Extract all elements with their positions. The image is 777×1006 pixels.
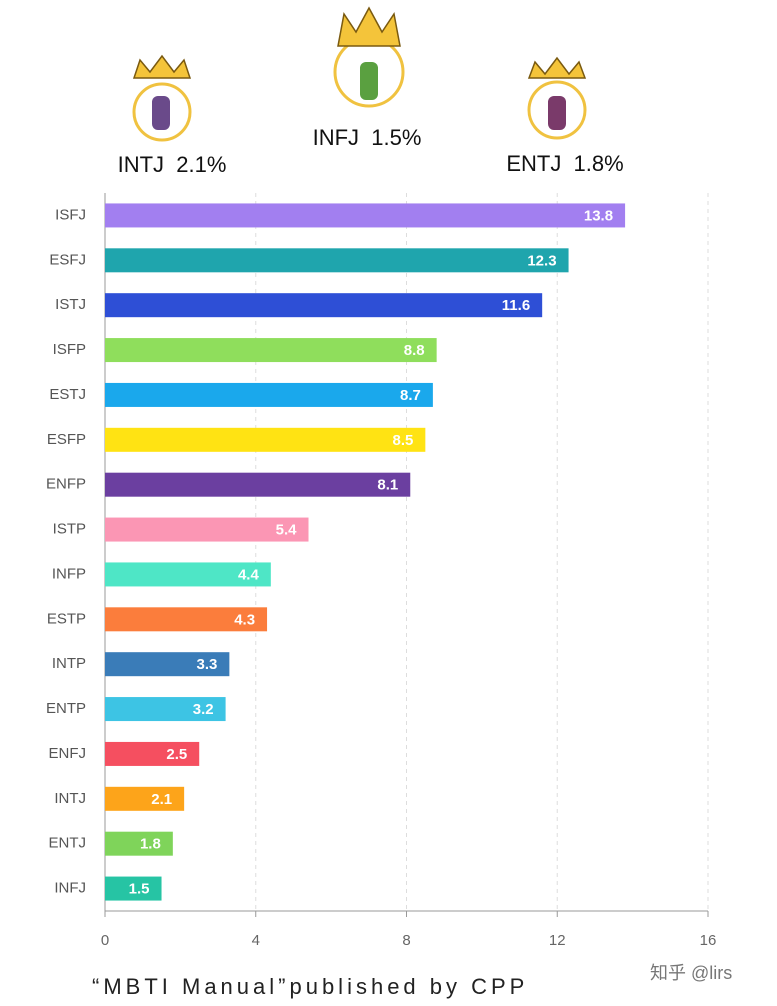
value-label: 4.4: [238, 566, 260, 583]
y-tick-label: ESTP: [47, 610, 86, 627]
x-tick-label: 16: [700, 932, 717, 949]
bar: [105, 382, 433, 407]
y-tick-label: INFJ: [54, 880, 86, 897]
value-label: 8.1: [377, 477, 398, 494]
y-tick-label: ISTP: [53, 521, 86, 538]
y-tick-label: ESFP: [47, 431, 86, 448]
bar: [105, 248, 569, 273]
x-tick-label: 8: [402, 932, 410, 949]
y-tick-label: ISTJ: [55, 296, 86, 313]
annotation: ENTJ 1.8%: [506, 151, 623, 176]
x-tick-label: 12: [549, 932, 566, 949]
value-label: 4.3: [234, 611, 255, 628]
source: “MBTI Manual”published by CPP: [92, 974, 528, 999]
bar: [105, 293, 543, 318]
value-label: 8.8: [404, 342, 425, 359]
value-label: 5.4: [276, 522, 298, 539]
bar: [105, 562, 271, 587]
y-tick-label: INTP: [52, 655, 86, 672]
bar: [105, 831, 173, 856]
watermark: 知乎 @lirs: [650, 963, 732, 983]
value-label: 1.8: [140, 836, 161, 853]
avatar-infj: [333, 6, 405, 108]
value-label: 11.6: [502, 297, 530, 314]
y-tick-label: ISFJ: [55, 206, 86, 223]
bar: [105, 338, 437, 363]
y-tick-label: ENTP: [46, 700, 86, 717]
value-label: 1.5: [129, 881, 150, 898]
annotation: INTJ 2.1%: [118, 152, 227, 177]
bar: [105, 472, 411, 497]
avatar-intj: [132, 54, 192, 142]
bar: [105, 786, 185, 811]
y-tick-label: INTJ: [54, 790, 86, 807]
y-tick-label: INFP: [52, 565, 86, 582]
x-tick-label: 4: [252, 932, 260, 949]
y-tick-label: ESFJ: [49, 251, 86, 268]
bar: [105, 427, 426, 452]
value-label: 13.8: [584, 207, 613, 224]
bar: [105, 697, 226, 722]
bar: [105, 876, 162, 901]
value-label: 8.7: [400, 387, 421, 404]
y-tick-label: ENFP: [46, 476, 86, 493]
value-label: 8.5: [392, 432, 413, 449]
value-label: 3.2: [193, 701, 214, 718]
annotation: INFJ 1.5%: [313, 125, 422, 150]
bar: [105, 203, 626, 228]
y-tick-label: ESTJ: [49, 386, 86, 403]
value-label: 12.3: [527, 252, 556, 269]
avatar-entj: [527, 56, 587, 140]
value-label: 3.3: [197, 656, 218, 673]
x-tick-label: 0: [101, 932, 109, 949]
y-tick-label: ENFJ: [49, 745, 87, 762]
bar: [105, 517, 309, 542]
bar: [105, 607, 268, 632]
y-tick-label: ISFP: [53, 341, 86, 358]
bar: [105, 741, 200, 766]
value-label: 2.5: [166, 746, 187, 763]
value-label: 2.1: [151, 791, 172, 808]
y-tick-label: ENTJ: [49, 835, 87, 852]
bar: [105, 652, 230, 677]
